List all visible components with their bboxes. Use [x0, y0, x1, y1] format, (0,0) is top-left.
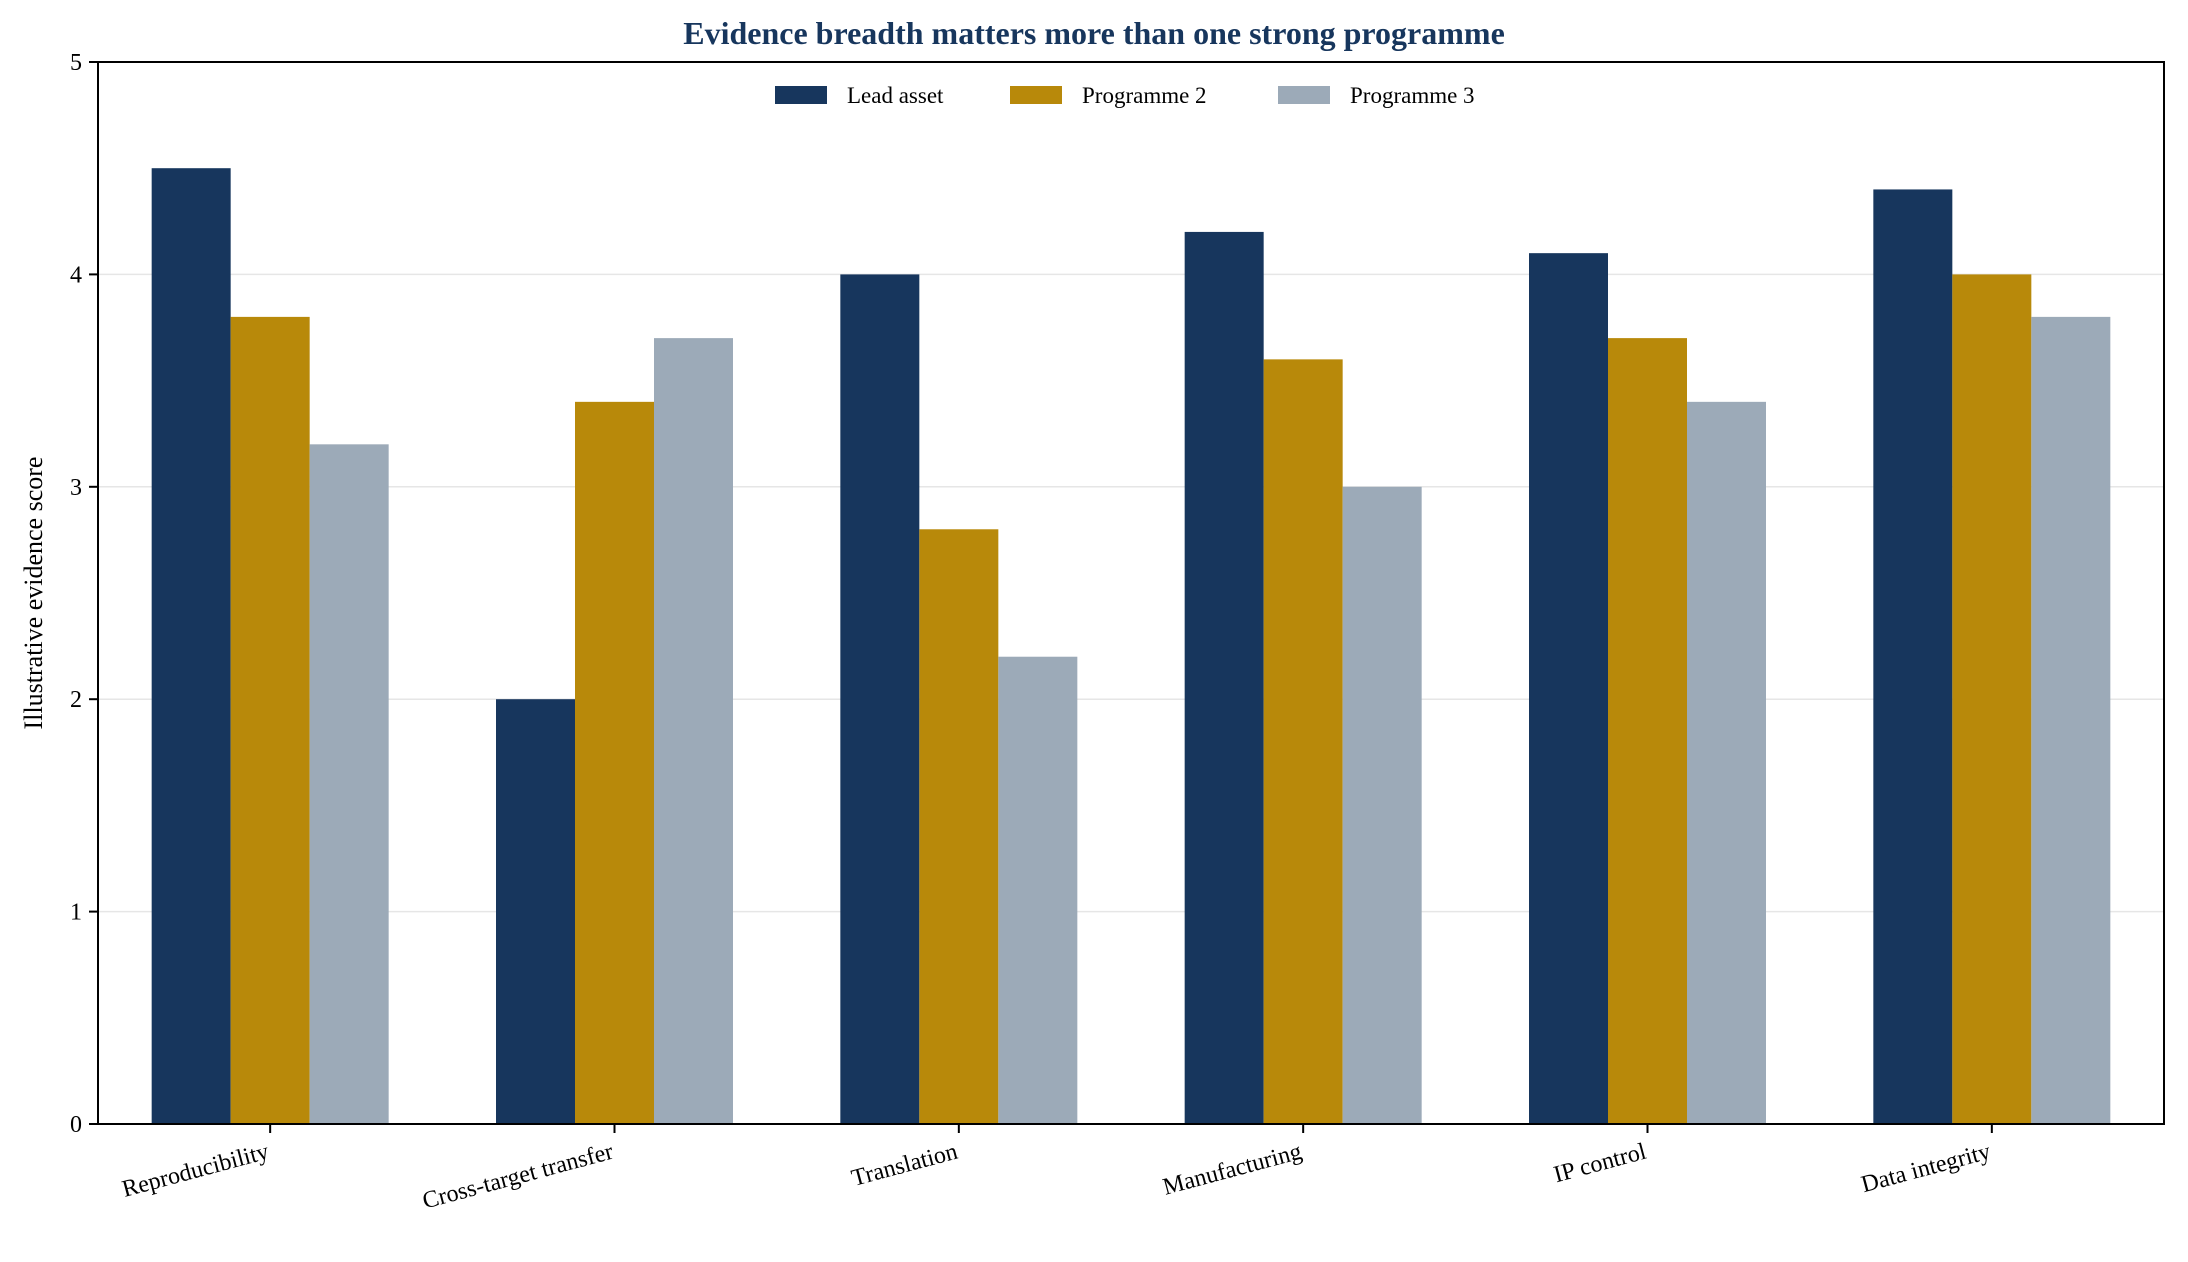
- bar-programme-2-0: [230, 316, 310, 1124]
- bar-programme-2-1: [575, 401, 654, 1125]
- bars: [151, 168, 2111, 1125]
- legend-swatch-1: [1010, 86, 1062, 104]
- y-tick-label-4: 4: [70, 262, 82, 288]
- bar-programme-2-3: [1263, 359, 1343, 1124]
- bar-programme-3-4: [1687, 401, 1766, 1125]
- y-axis: 0 1 2 3 4 5: [70, 50, 98, 1138]
- bar-lead-asset-2: [840, 274, 920, 1124]
- bar-programme-2-4: [1608, 338, 1687, 1124]
- legend-label-0: Lead asset: [847, 83, 944, 108]
- legend-label-1: Programme 2: [1082, 83, 1207, 108]
- x-tick-label-3: Manufacturing: [1160, 1139, 1304, 1201]
- bar-programme-2-5: [1952, 274, 2032, 1124]
- x-tick-label-1: Cross-target transfer: [420, 1139, 616, 1215]
- bar-programme-3-2: [998, 656, 1078, 1124]
- y-tick-label-5: 5: [70, 50, 82, 76]
- y-axis-label: Illustrative evidence score: [19, 457, 48, 730]
- legend: Lead asset Programme 2 Programme 3: [775, 83, 1475, 108]
- legend-swatch-2: [1278, 86, 1330, 104]
- legend-swatch-0: [775, 86, 827, 104]
- y-tick-label-0: 0: [70, 1112, 82, 1138]
- bar-programme-3-0: [309, 444, 389, 1124]
- plot-frame: [97, 61, 2165, 1125]
- grid-lines: [98, 273, 2164, 913]
- y-tick-label-3: 3: [70, 475, 82, 501]
- y-tick-label-1: 1: [70, 900, 82, 926]
- bar-programme-3-3: [1342, 486, 1422, 1124]
- bar-lead-asset-0: [151, 168, 231, 1124]
- y-tick-label-2: 2: [70, 687, 82, 713]
- bar-programme-3-1: [654, 338, 733, 1124]
- bar-programme-2-2: [919, 529, 999, 1124]
- legend-label-2: Programme 3: [1350, 83, 1475, 108]
- bar-lead-asset-3: [1184, 231, 1264, 1125]
- x-tick-label-2: Translation: [849, 1139, 961, 1192]
- x-axis: Reproducibility Cross-target transfer Tran…: [119, 1124, 1993, 1215]
- x-tick-label-0: Reproducibility: [119, 1139, 271, 1203]
- bar-lead-asset-5: [1873, 189, 1953, 1124]
- x-tick-label-5: Data integrity: [1859, 1139, 1994, 1198]
- bar-lead-asset-4: [1529, 253, 1608, 1124]
- chart-title: Evidence breadth matters more than one s…: [683, 15, 1505, 51]
- x-tick-label-4: IP control: [1551, 1139, 1649, 1189]
- bar-lead-asset-1: [496, 699, 575, 1124]
- bar-programme-3-5: [2031, 316, 2111, 1124]
